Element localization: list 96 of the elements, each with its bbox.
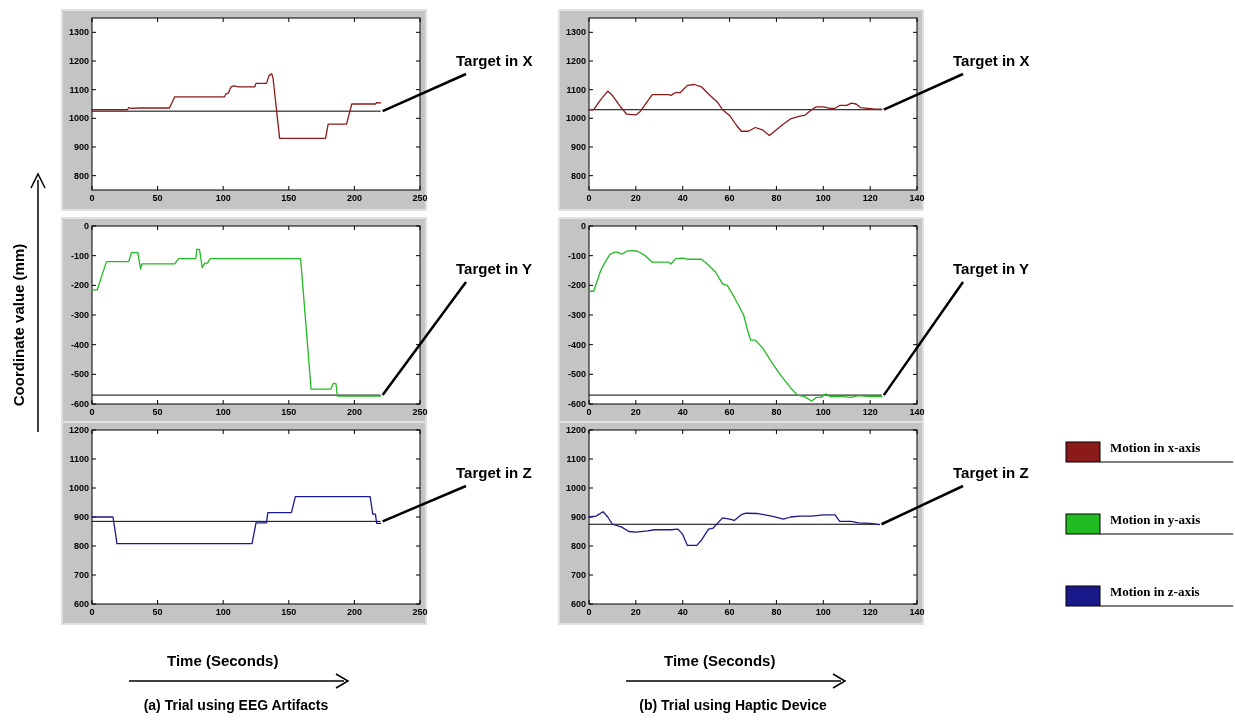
x-tick-label: 40 (677, 193, 688, 203)
y-tick-label: -300 (70, 310, 89, 320)
x-tick-label: 100 (815, 607, 831, 617)
y-tick-label: 800 (570, 541, 586, 551)
x-tick-label: 40 (677, 607, 688, 617)
x-tick-label: 200 (346, 193, 362, 203)
x-tick-label: 100 (815, 407, 831, 417)
y-tick-label: 1000 (68, 113, 89, 124)
y-tick-label: 1000 (565, 113, 586, 124)
x-tick-label: 80 (771, 407, 782, 417)
x-tick-label: 120 (862, 607, 878, 617)
y-tick-label: -200 (567, 280, 586, 291)
x-tick-label: 140 (909, 607, 925, 617)
line-series (91, 496, 382, 545)
y-tick-label: 900 (73, 512, 89, 522)
x-tick-label: 20 (630, 407, 641, 417)
x-tick-label: 80 (771, 607, 782, 617)
legend-label: Motion in y-axis (1110, 512, 1201, 527)
y-tick-label: 1300 (565, 27, 586, 38)
legend-label: Motion in x-axis (1110, 440, 1201, 455)
x-tick-label: 50 (152, 193, 163, 203)
y-tick-label: 1000 (565, 483, 586, 493)
y-tick-label: -600 (70, 399, 89, 409)
y-tick-label: 1300 (68, 27, 89, 38)
x-tick-label: 120 (862, 407, 878, 417)
y-tick-label: 1200 (68, 56, 89, 66)
y-tick-label: 1200 (565, 56, 586, 66)
ref-line-label: Target in Z (953, 464, 1029, 481)
y-tick-label: 800 (73, 541, 89, 551)
y-tick-label: 800 (570, 170, 586, 181)
ref-line-label: Target in Y (953, 260, 1030, 277)
y-tick-label: -100 (70, 250, 89, 261)
y-tick-label: 600 (73, 599, 89, 609)
y-tick-label: 900 (73, 142, 89, 152)
x-tick-label: 250 (412, 407, 428, 417)
ref-line-label: Target in Z (456, 464, 532, 481)
x-tick-label: 250 (412, 607, 428, 617)
legend-label: Target in X (953, 52, 1030, 69)
y-tick-label: 700 (570, 570, 586, 580)
x-tick-label: 20 (630, 607, 641, 617)
y-tick-label: 1200 (565, 425, 586, 435)
y-tick-label: 1100 (566, 454, 586, 464)
legend-label: Motion in z-axis (1110, 584, 1200, 599)
y-tick-label: 700 (73, 570, 89, 580)
x-tick-label: 20 (630, 193, 641, 203)
x-tick-label: 140 (909, 193, 925, 203)
x-tick-label: 40 (677, 407, 688, 417)
y-tick-label: -200 (70, 280, 89, 291)
y-tick-label: 1100 (69, 84, 89, 95)
y-tick-label: 0 (580, 221, 586, 231)
x-tick-label: 60 (724, 407, 735, 417)
x-tick-label: 80 (771, 193, 782, 203)
x-tick-label: 150 (281, 407, 297, 417)
x-tick-label: 150 (281, 193, 297, 203)
y-tick-label: 1100 (69, 454, 89, 464)
y-tick-label: -100 (567, 250, 586, 261)
x-tick-label: 50 (152, 407, 163, 417)
y-tick-label: 600 (570, 599, 586, 609)
y-axis-title: Coordinate value (mm) (10, 243, 27, 407)
x-tick-label: 100 (215, 407, 231, 417)
x-tick-label: 200 (346, 607, 362, 617)
x-tick-label: 120 (862, 193, 878, 203)
text: (b) Trial using Haptic Device (639, 697, 827, 713)
y-tick-label: -400 (567, 339, 586, 350)
x-tick-label: 140 (909, 407, 925, 417)
x-tick-label: 100 (215, 607, 231, 617)
legend-label: Target in X (456, 52, 533, 69)
y-tick-label: 1000 (68, 483, 89, 493)
x-tick-label: 60 (724, 193, 735, 203)
line-series (588, 83, 883, 137)
x-tick-label: 100 (215, 193, 231, 203)
y-tick-label: 1100 (566, 84, 586, 95)
x-tick-label: 50 (152, 607, 163, 617)
y-tick-label: 1200 (68, 425, 89, 435)
x-tick-label: 250 (412, 193, 428, 203)
x-tick-label: 60 (724, 607, 735, 617)
y-tick-label: -500 (567, 369, 586, 380)
y-tick-label: 900 (570, 512, 586, 522)
line-series (91, 73, 382, 140)
y-tick-label: 900 (570, 142, 586, 152)
text: (a) Trial using EEG Artifacts (143, 697, 329, 713)
x-axis-title: Time (Seconds) (167, 652, 279, 669)
y-tick-label: -500 (70, 369, 89, 380)
line-series (91, 248, 382, 397)
y-tick-label: 0 (83, 221, 89, 231)
line-series (588, 511, 881, 547)
y-tick-label: 800 (73, 170, 89, 181)
y-tick-label: -300 (567, 310, 586, 320)
line-series (588, 249, 883, 402)
x-tick-label: 150 (281, 607, 297, 617)
y-tick-label: -400 (70, 339, 89, 350)
x-tick-label: 200 (346, 407, 362, 417)
x-tick-label: 100 (815, 193, 831, 203)
x-axis-title: Time (Seconds) (664, 652, 776, 669)
y-tick-label: -600 (567, 399, 586, 409)
ref-line-label: Target in Y (456, 260, 533, 277)
